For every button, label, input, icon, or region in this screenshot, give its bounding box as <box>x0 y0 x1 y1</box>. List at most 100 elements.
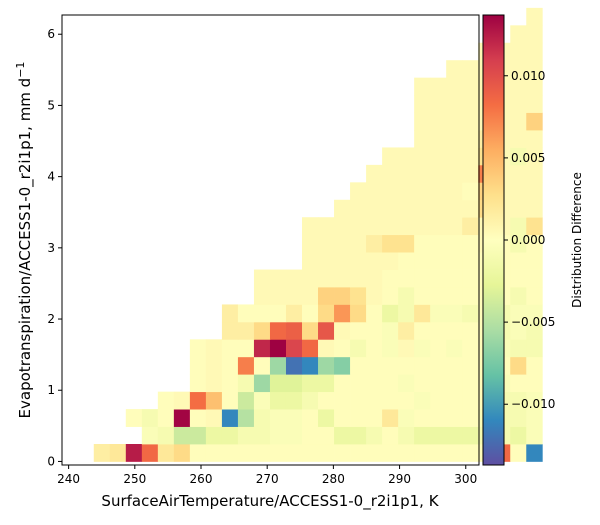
y-tick-label: 1 <box>47 383 55 397</box>
heatmap-cell <box>510 339 527 358</box>
heatmap-cell <box>462 182 479 201</box>
heatmap-cell <box>414 374 431 393</box>
heatmap-cell <box>446 147 463 166</box>
heatmap-cell <box>446 129 463 148</box>
heatmap-cell <box>430 269 447 288</box>
colorbar <box>482 14 505 466</box>
heatmap-cell <box>205 444 223 462</box>
heatmap-cell <box>526 252 543 270</box>
heatmap-cell <box>430 77 447 96</box>
heatmap-cell <box>446 286 463 305</box>
heatmap-cell <box>221 321 239 340</box>
heatmap-cell <box>446 374 463 393</box>
heatmap-cell <box>430 426 447 445</box>
heatmap-cell <box>446 391 463 410</box>
y-tick-label: 4 <box>47 170 55 184</box>
heatmap-cell <box>462 356 479 375</box>
heatmap-cell <box>109 444 127 462</box>
heatmap-cell <box>318 409 335 427</box>
heatmap-cell <box>398 356 415 375</box>
heatmap-cell <box>350 269 367 288</box>
heatmap-cell <box>237 444 255 462</box>
heatmap-cell <box>221 444 239 462</box>
heatmap-cell <box>446 164 463 183</box>
heatmap-cell <box>237 356 255 375</box>
heatmap-cell <box>398 426 415 445</box>
heatmap-cell <box>318 269 335 288</box>
heatmap-cell <box>462 60 479 79</box>
heatmap-cell <box>334 304 351 323</box>
heatmap-cell <box>318 321 335 340</box>
heatmap-cell <box>221 426 239 445</box>
heatmap-cell <box>302 374 319 393</box>
heatmap-cell <box>446 112 463 131</box>
heatmap-cell <box>269 374 287 393</box>
heatmap-cell <box>285 374 303 393</box>
heatmap-cell <box>414 391 431 410</box>
heatmap-cell <box>414 199 431 218</box>
heatmap-cell <box>302 426 319 445</box>
heatmap-cell <box>462 112 479 131</box>
heatmap-cell <box>350 182 367 201</box>
heatmap-cell <box>398 234 415 253</box>
heatmap-cell <box>285 356 303 375</box>
heatmap-cell <box>382 182 399 201</box>
heatmap-cell <box>253 339 271 358</box>
heatmap-cell <box>334 374 351 393</box>
heatmap-cell <box>334 444 351 462</box>
heatmap-cell <box>526 339 543 358</box>
heatmap-cell <box>414 129 431 148</box>
heatmap-cell <box>446 252 463 270</box>
heatmap-cell <box>462 339 479 358</box>
heatmap-cell <box>318 426 335 445</box>
heatmap-cell <box>141 409 159 427</box>
heatmap-cell <box>446 182 463 201</box>
heatmap-cell <box>510 321 527 340</box>
heatmap-cell <box>350 234 367 253</box>
heatmap-cell <box>285 269 303 288</box>
heatmap-cell <box>462 252 479 270</box>
heatmap-cell <box>430 199 447 218</box>
heatmap-cell <box>157 444 175 462</box>
heatmap-cell <box>510 234 527 253</box>
heatmap-cell <box>398 286 415 305</box>
heatmap-cell <box>318 286 335 305</box>
heatmap-cell <box>462 217 479 236</box>
heatmap-cell <box>462 409 479 427</box>
heatmap-cell <box>253 391 271 410</box>
x-tick-label: 260 <box>190 472 213 486</box>
heatmap-cell <box>526 182 543 201</box>
heatmap-cell <box>398 217 415 236</box>
heatmap-cell <box>526 129 543 148</box>
heatmap-cell <box>253 269 271 288</box>
heatmap-cell <box>414 286 431 305</box>
heatmap-cell <box>526 374 543 393</box>
heatmap-cell <box>382 374 399 393</box>
heatmap-cell <box>414 182 431 201</box>
heatmap-cell <box>302 234 319 253</box>
heatmap-cell <box>446 217 463 236</box>
heatmap-cell <box>446 426 463 445</box>
heatmap-cell <box>302 391 319 410</box>
heatmap-cell <box>462 77 479 96</box>
heatmap-cell <box>382 391 399 410</box>
heatmap-cell <box>334 339 351 358</box>
heatmap-cell <box>141 444 159 462</box>
heatmap-cell <box>382 147 399 166</box>
heatmap-cell <box>318 217 335 236</box>
heatmap-cell <box>414 164 431 183</box>
heatmap-cell <box>318 444 335 462</box>
heatmap-cell <box>526 409 543 427</box>
heatmap-cell <box>173 444 191 462</box>
heatmap-cell <box>221 391 239 410</box>
heatmap-cell <box>510 95 527 113</box>
y-tick-label: 2 <box>47 312 55 326</box>
heatmap-cell <box>510 304 527 323</box>
heatmap-cell <box>366 286 383 305</box>
heatmap-cell <box>205 374 223 393</box>
heatmap-cell <box>510 269 527 288</box>
heatmap-cell <box>398 182 415 201</box>
heatmap-cell <box>350 374 367 393</box>
heatmap-cell <box>446 304 463 323</box>
heatmap-cell <box>430 286 447 305</box>
